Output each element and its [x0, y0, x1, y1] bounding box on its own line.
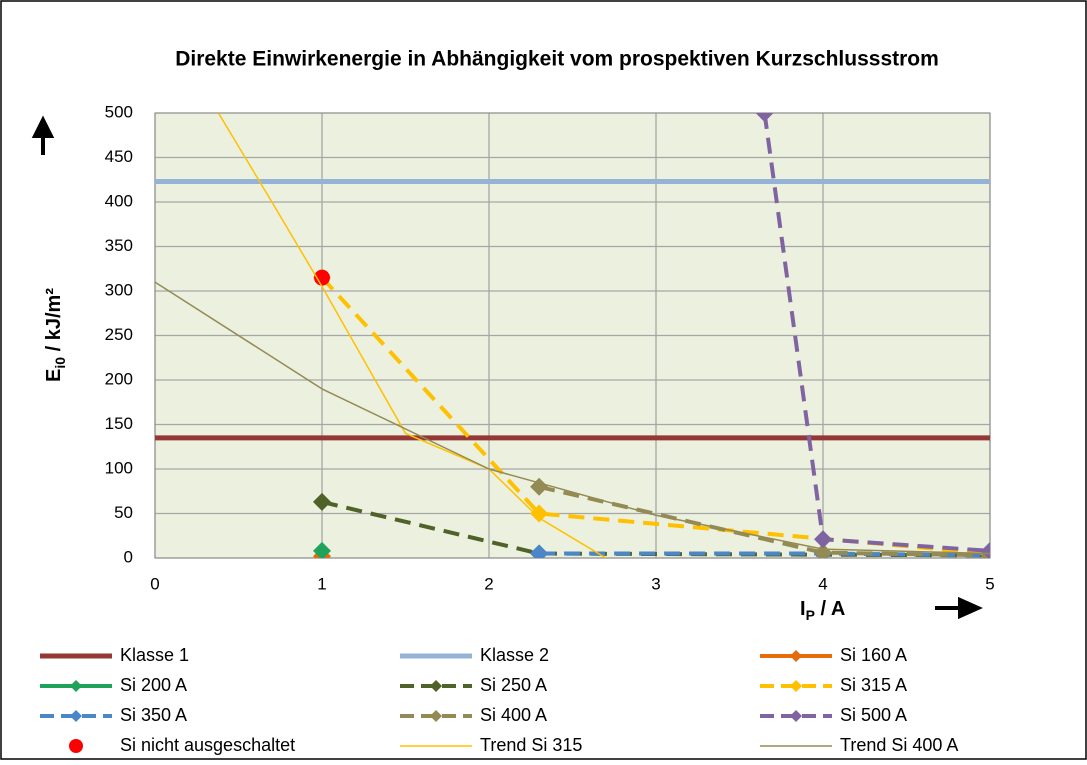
legend-label: Trend Si 315: [480, 735, 582, 755]
x-axis-label: IP / A: [800, 598, 845, 622]
x-axis-label-main: I: [800, 598, 806, 620]
x-tick-label: 0: [150, 574, 159, 593]
series-line: [538, 484, 990, 558]
y-tick-label: 250: [105, 325, 133, 344]
y-tick-label: 350: [105, 236, 133, 255]
y-tick-label: 400: [105, 191, 133, 210]
legend-label: Trend Si 400 A: [840, 735, 958, 755]
y-tick-label: 100: [105, 458, 133, 477]
y-arrow: [31, 115, 55, 155]
y-tick-label: 50: [114, 503, 133, 522]
marker: [814, 530, 832, 549]
x-tick-label: 4: [818, 574, 827, 593]
marker: [313, 541, 331, 558]
legend-marker: [430, 710, 442, 722]
y-tick-label: 0: [124, 547, 133, 566]
y-tick-label: 450: [105, 147, 133, 166]
y-axis-label-sub: i0: [52, 357, 68, 369]
legend-label: Klasse 2: [480, 645, 549, 665]
legend-label: Si 350 A: [120, 705, 187, 725]
marker: [313, 492, 331, 511]
x-arrow: [935, 596, 983, 620]
legend-marker: [790, 710, 802, 722]
legend-marker: [69, 739, 83, 753]
legend-label: Si nicht ausgeschaltet: [120, 735, 295, 755]
legend-label: Si 500 A: [840, 705, 907, 725]
legend-marker: [790, 680, 802, 692]
legend-marker: [430, 680, 442, 692]
marker: [314, 269, 330, 286]
y-tick-label: 150: [105, 414, 133, 433]
y-axis-label-rest: / kJ/m²: [43, 288, 65, 357]
series-line: [217, 113, 607, 558]
series-layer: [155, 113, 990, 558]
chart-title: Direkte Einwirkenergie in Abhängigkeit v…: [175, 48, 939, 71]
legend-label: Klasse 1: [120, 645, 189, 665]
y-tick-label: 300: [105, 280, 133, 299]
marker: [530, 544, 549, 558]
series-line: [155, 281, 990, 555]
legend-marker: [70, 680, 82, 692]
y-axis-label-main: E: [43, 369, 65, 382]
marker: [530, 504, 549, 523]
x-tick-label: 5: [985, 574, 994, 593]
plot-border: [154, 112, 991, 559]
legend-label: Si 315 A: [840, 675, 907, 695]
series-line: [320, 276, 990, 556]
x-tick-label: 1: [317, 574, 326, 593]
marker: [755, 113, 774, 122]
legend-marker: [70, 710, 82, 722]
legend-label: Si 200 A: [120, 675, 187, 695]
legend-label: Si 250 A: [480, 675, 547, 695]
x-axis-label-sub: P: [806, 607, 815, 623]
x-tick-label: 2: [484, 574, 493, 593]
x-tick-label: 3: [651, 574, 660, 593]
legend-marker: [790, 650, 802, 662]
y-axis-label: Ei0 / kJ/m²: [43, 288, 67, 382]
y-tick-label: 200: [105, 369, 133, 388]
legend-label: Si 400 A: [480, 705, 547, 725]
marker: [814, 543, 832, 558]
legend-label: Si 160 A: [840, 645, 907, 665]
x-axis-label-rest: / A: [815, 598, 845, 620]
y-tick-label: 500: [105, 102, 133, 121]
